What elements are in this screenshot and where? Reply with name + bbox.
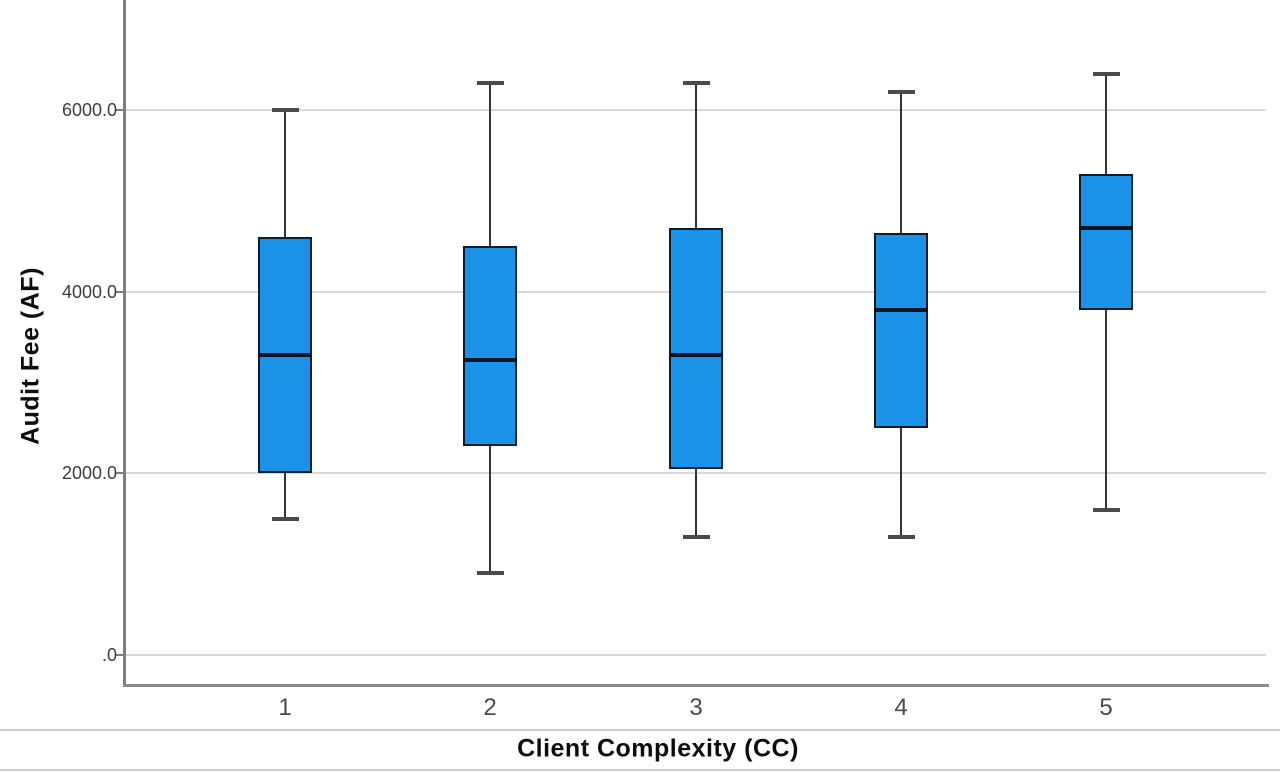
x-tick-label-4: 4 [894, 694, 908, 721]
y-tick-mark-6000.0 [115, 109, 123, 111]
lower-whisker [284, 473, 286, 519]
median-line-cc-3 [669, 353, 723, 358]
upper-whisker [1105, 73, 1107, 174]
min-whisker-cap [887, 534, 915, 539]
max-whisker-cap [887, 89, 915, 94]
max-whisker-cap [1092, 71, 1120, 76]
box-cc-2 [463, 246, 517, 447]
x-tick-label-2: 2 [483, 694, 497, 721]
upper-whisker [284, 110, 286, 238]
lower-whisker [1105, 309, 1107, 510]
gridline-.0 [126, 654, 1266, 656]
max-whisker-cap [682, 80, 710, 85]
median-line-cc-2 [463, 357, 517, 362]
footer-bottom-divider [0, 769, 1280, 771]
min-whisker-cap [476, 571, 504, 576]
min-whisker-cap [682, 534, 710, 539]
upper-whisker [695, 82, 697, 229]
footer-top-divider [0, 729, 1280, 731]
x-tick-label-5: 5 [1099, 694, 1113, 721]
y-tick-label: 6000.0 [61, 100, 117, 120]
median-line-cc-4 [874, 307, 928, 312]
x-axis-title: Client Complexity (CC) [517, 734, 799, 763]
y-tick-mark-.0 [115, 654, 123, 656]
x-tick-label-1: 1 [278, 694, 292, 721]
x-axis-line [123, 684, 1269, 687]
max-whisker-cap [476, 80, 504, 85]
min-whisker-cap [1092, 507, 1120, 512]
median-line-cc-1 [258, 353, 312, 358]
y-tick-mark-2000.0 [115, 472, 123, 475]
median-line-cc-5 [1079, 226, 1133, 231]
lower-whisker [489, 446, 491, 574]
y-tick-label: .0 [101, 645, 117, 665]
y-axis-line [123, 0, 126, 687]
y-tick-mark-4000.0 [115, 290, 123, 293]
box-cc-3 [669, 228, 723, 469]
upper-whisker [489, 82, 491, 247]
y-tick-label: 4000.0 [61, 281, 117, 302]
lower-whisker [695, 468, 697, 537]
box-cc-4 [874, 232, 928, 428]
max-whisker-cap [271, 108, 299, 112]
min-whisker-cap [271, 516, 299, 521]
lower-whisker [900, 427, 902, 537]
y-tick-label: 2000.0 [61, 463, 117, 484]
x-tick-label-3: 3 [689, 694, 703, 721]
upper-whisker [900, 91, 902, 233]
box-cc-5 [1079, 173, 1133, 310]
